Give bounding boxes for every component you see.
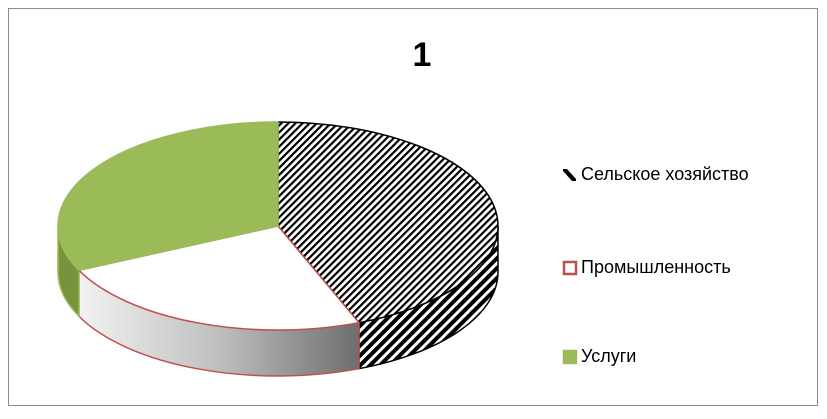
chart-title: 1	[413, 36, 432, 74]
legend-marker	[563, 169, 576, 181]
legend-marker	[562, 349, 578, 365]
pie-slice	[277, 121, 499, 324]
legend-label: Услуги	[581, 346, 636, 366]
legend-label: Сельское хозяйство	[581, 164, 749, 184]
pie-slice	[57, 121, 279, 272]
pie-slice	[77, 225, 361, 331]
legend-label: Промышленность	[581, 257, 731, 277]
legend-marker	[562, 260, 578, 276]
